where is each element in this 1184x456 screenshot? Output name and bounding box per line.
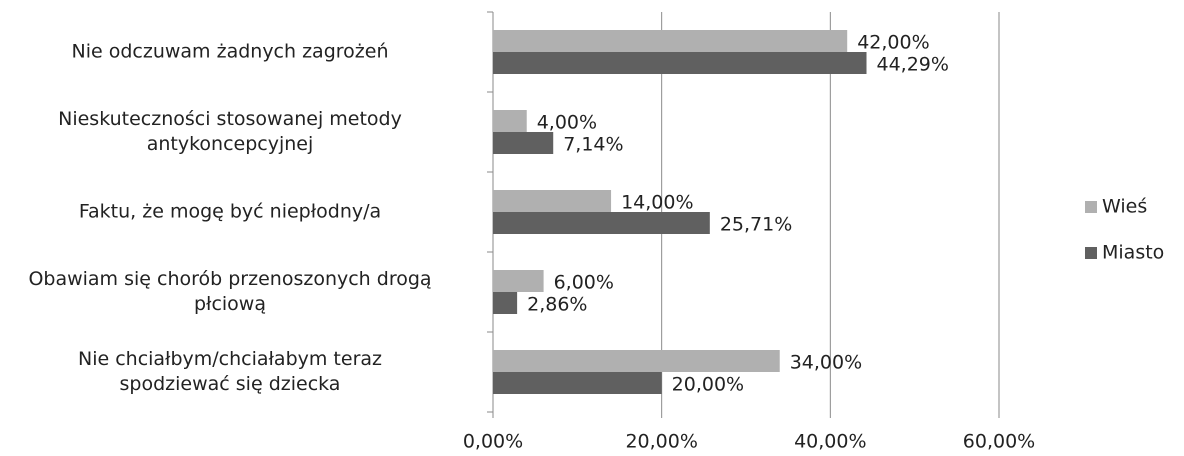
data-label: 34,00% [790,352,862,374]
data-label: 2,86% [527,294,587,316]
bar [493,292,518,314]
data-label: 44,29% [877,54,949,76]
x-tick-label: 0,00% [463,431,523,453]
x-tick-label: 20,00% [625,431,697,453]
y-tick-label: Obawiam się chorób przenoszonych drogą p… [28,268,432,315]
bar [493,52,867,74]
data-label: 4,00% [537,112,597,134]
legend-label: Wieś [1102,196,1147,218]
bar [493,372,662,394]
y-tick-label: Nie chciałbym/chciałabym teraz spodziewa… [77,348,382,395]
y-tick-label: Nieskuteczności stosowanej metody antyko… [58,108,402,155]
bar [493,212,710,234]
bar [493,110,527,132]
bar [493,190,612,212]
bar [493,270,544,292]
bar [493,132,554,154]
data-label: 25,71% [720,214,792,236]
y-tick-label: Faktu, że mogę być niepłodny/a [78,200,382,223]
legend-swatch [1085,201,1097,213]
legend-label: Miasto [1102,242,1164,264]
data-label: 6,00% [554,272,614,294]
data-label: 42,00% [857,32,929,54]
data-label: 14,00% [621,192,693,214]
data-label: 7,14% [563,134,623,156]
y-tick-label: Nie odczuwam żadnych zagrożeń [71,40,389,63]
data-label: 20,00% [672,374,744,396]
x-tick-label: 40,00% [794,431,866,453]
bar [493,30,848,52]
bar [493,350,780,372]
legend-swatch [1085,247,1097,259]
x-tick-label: 60,00% [963,431,1035,453]
